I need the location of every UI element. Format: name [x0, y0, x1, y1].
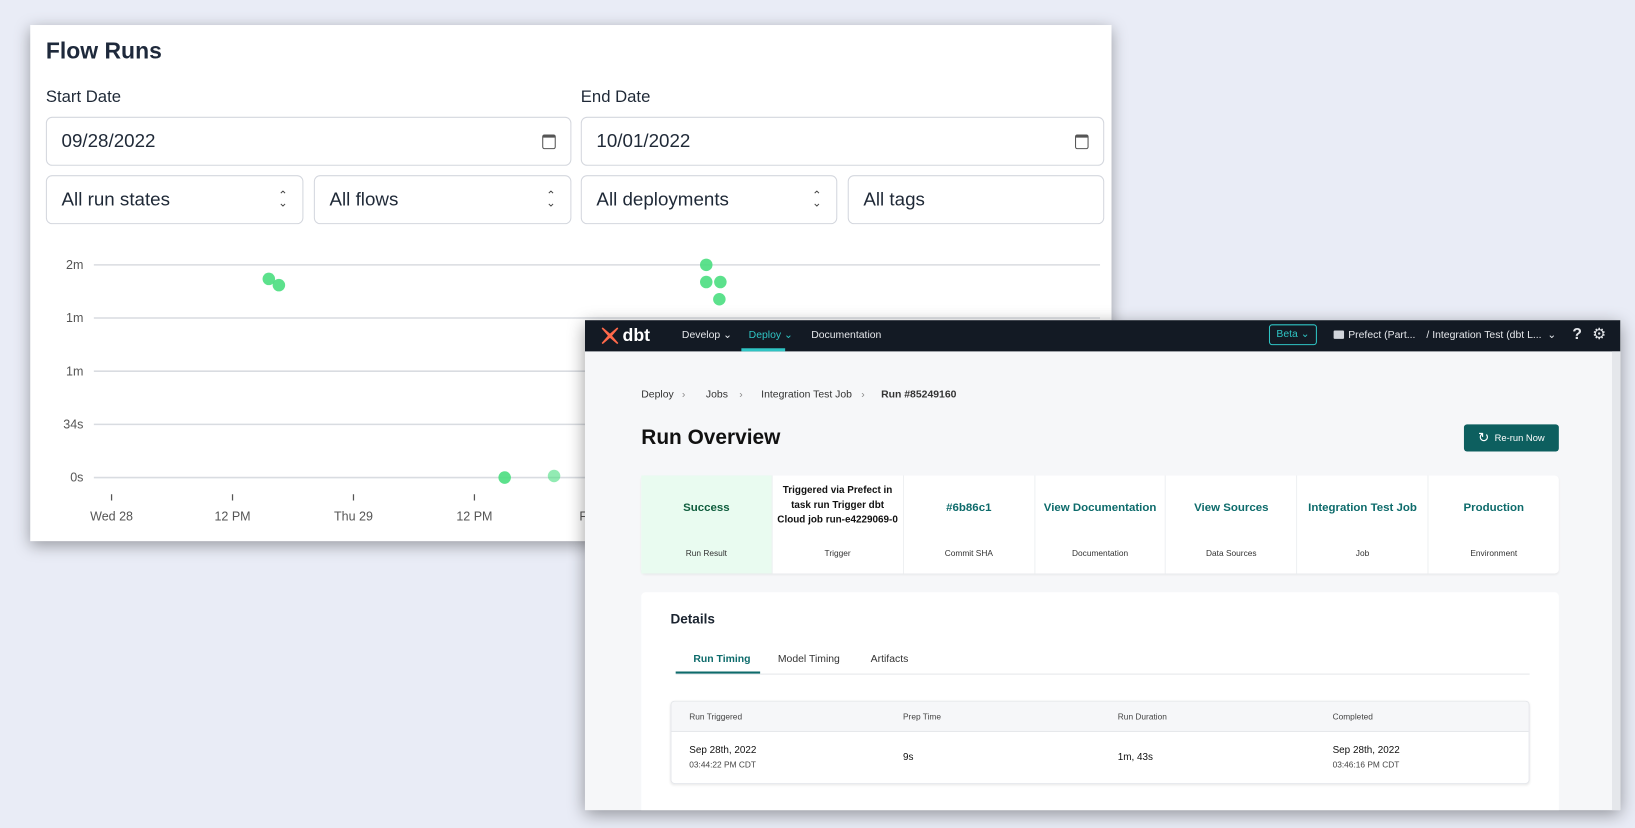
triggered-date: Sep 28th, 2022 — [689, 744, 757, 756]
col-completed: Completed — [1332, 712, 1373, 722]
end-date-input[interactable]: 10/01/2022 — [580, 116, 1105, 166]
start-date-input[interactable]: 09/28/2022 — [45, 116, 572, 166]
data-point — [547, 469, 561, 483]
updown-chevron-icon: ⌃ ⌄ — [546, 189, 556, 210]
x-tick-label: 12 PM — [456, 509, 492, 523]
active-tab-indicator — [675, 671, 761, 674]
account-switcher[interactable]: Prefect (Part... — [1348, 329, 1416, 341]
card-commit-sha[interactable]: #6b86c1 Commit SHA — [904, 475, 1035, 574]
y-tick-label: 1m — [66, 364, 83, 378]
card-data-sources[interactable]: View Sources Data Sources — [1166, 475, 1298, 574]
y-tick-label: 1m — [66, 311, 83, 325]
col-run-triggered: Run Triggered — [689, 712, 743, 722]
breadcrumb-deploy[interactable]: Deploy — [641, 388, 674, 401]
select-value: All run states — [61, 188, 171, 210]
data-point — [262, 272, 276, 286]
completed-date: Sep 28th, 2022 — [1332, 744, 1400, 756]
x-tick-label: Wed 28 — [90, 509, 133, 523]
nav-develop[interactable]: Develop ⌄ — [681, 329, 732, 341]
calendar-icon[interactable] — [1075, 133, 1089, 149]
data-point — [713, 292, 726, 306]
details-card: Details Run Timing Model Timing Artifact… — [641, 592, 1559, 811]
y-tick-label: 2m — [66, 258, 83, 272]
deployments-select[interactable]: All deployments ⌃ ⌄ — [580, 175, 838, 225]
active-nav-indicator — [741, 348, 786, 352]
x-tick-label: 12 PM — [214, 509, 250, 523]
tags-input[interactable]: All tags — [847, 175, 1105, 225]
run-summary-cards: Success Run Result Triggered via Prefect … — [641, 475, 1559, 574]
rerun-label: Re-run Now — [1494, 432, 1545, 444]
flows-select[interactable]: All flows ⌃ ⌄ — [313, 175, 572, 225]
prep-time: 9s — [902, 751, 914, 764]
top-nav: dbt Develop ⌄ Deploy ⌄ Documentation Bet… — [584, 320, 1621, 352]
help-icon[interactable]: ? — [1572, 325, 1582, 344]
run-timing-table: Run Triggered Prep Time Run Duration Com… — [670, 700, 1530, 785]
select-value: All deployments — [596, 188, 729, 210]
chevron-right-icon: › — [681, 388, 686, 401]
start-date-label: Start Date — [45, 88, 121, 107]
y-tick-label: 0s — [70, 471, 83, 485]
breadcrumb-job[interactable]: Integration Test Job — [761, 388, 852, 401]
chevron-right-icon: › — [739, 388, 743, 401]
tab-model-timing[interactable]: Model Timing — [777, 653, 840, 666]
gear-icon[interactable]: ⚙ — [1592, 325, 1607, 344]
nav-deploy[interactable]: Deploy ⌄ — [748, 329, 793, 341]
end-date-value: 10/01/2022 — [596, 130, 691, 152]
project-switcher[interactable]: / Integration Test (dbt L... ⌄ — [1426, 329, 1557, 341]
dbt-logo-text: dbt — [622, 325, 651, 346]
end-date-label: End Date — [580, 88, 651, 107]
calendar-icon[interactable] — [542, 133, 556, 149]
beta-button[interactable]: Beta ⌄ — [1268, 324, 1317, 346]
folder-icon — [1333, 330, 1345, 339]
x-tick-label: Thu 29 — [334, 509, 373, 523]
page-title: Flow Runs — [45, 37, 162, 64]
card-trigger: Triggered via Prefect in task run Trigge… — [772, 475, 904, 574]
tab-run-timing[interactable]: Run Timing — [693, 653, 751, 666]
run-states-select[interactable]: All run states ⌃ ⌄ — [45, 175, 304, 225]
updown-chevron-icon: ⌃ ⌄ — [278, 189, 288, 210]
card-environment[interactable]: Production Environment — [1463, 501, 1525, 558]
flow-runs-panel: Flow Runs Start Date End Date 09/28/2022… — [30, 25, 1112, 542]
select-value: All flows — [329, 188, 399, 210]
data-point — [699, 258, 713, 272]
scrollbar[interactable] — [1612, 351, 1621, 811]
card-run-result: Success Run Result — [641, 475, 773, 574]
breadcrumb-run: Run #85249160 — [881, 388, 957, 401]
run-duration: 1m, 43s — [1117, 751, 1154, 764]
run-overview-title: Run Overview — [641, 426, 781, 450]
triggered-time: 03:44:22 PM CDT — [689, 760, 756, 770]
data-point — [714, 275, 727, 289]
chevron-right-icon: › — [861, 388, 865, 401]
completed-time: 03:46:16 PM CDT — [1332, 760, 1400, 770]
breadcrumb-jobs[interactable]: Jobs — [705, 388, 728, 401]
tags-value: All tags — [863, 188, 925, 210]
table-header — [671, 701, 1529, 732]
card-documentation[interactable]: View Documentation Documentation — [1035, 475, 1167, 574]
rerun-button[interactable]: ↻ Re-run Now — [1463, 424, 1559, 452]
details-title: Details — [670, 611, 715, 627]
y-tick-label: 34s — [63, 418, 83, 432]
start-date-value: 09/28/2022 — [61, 130, 156, 152]
data-point — [272, 278, 286, 292]
tab-divider — [675, 673, 1530, 675]
data-point — [498, 471, 511, 484]
card-job[interactable]: Integration Test Job Job — [1297, 475, 1429, 574]
col-run-duration: Run Duration — [1117, 712, 1167, 722]
data-point — [699, 275, 713, 289]
dbt-logo-icon — [601, 327, 619, 345]
refresh-icon: ↻ — [1478, 429, 1490, 446]
col-prep-time: Prep Time — [902, 712, 942, 722]
dbt-window: dbt Develop ⌄ Deploy ⌄ Documentation Bet… — [584, 320, 1621, 811]
tab-artifacts[interactable]: Artifacts — [870, 653, 909, 666]
nav-documentation[interactable]: Documentation — [811, 329, 882, 341]
updown-chevron-icon: ⌃ ⌄ — [812, 189, 822, 210]
